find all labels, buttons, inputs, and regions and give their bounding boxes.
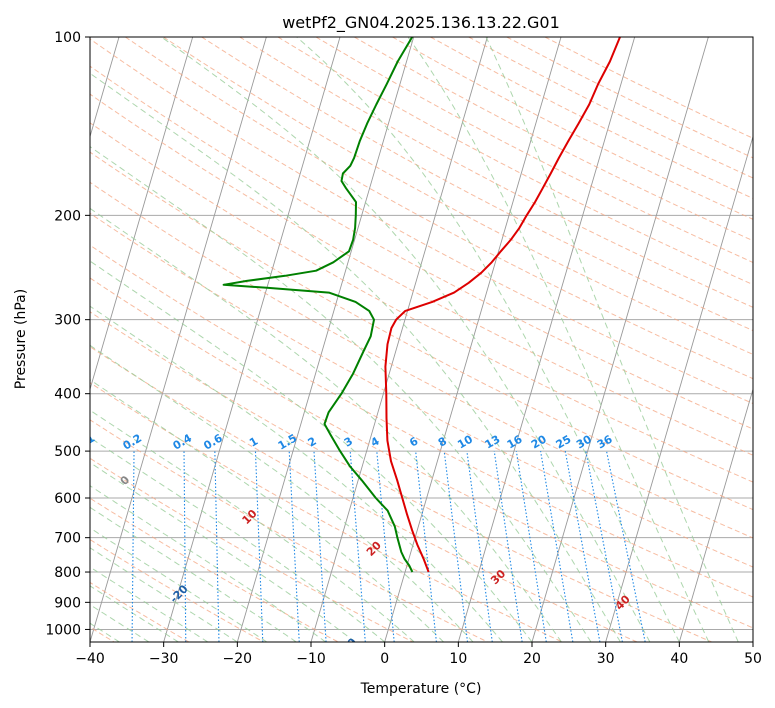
x-tick-label: −30 [149,651,179,667]
dry-adiabat-line [90,38,753,405]
moist-adiabat-line [90,462,356,642]
x-axis: −40 −30 −20 −10 0 10 20 30 40 50 [75,642,762,667]
x-tick-label: 30 [597,651,615,667]
dry-adiabat-line [163,37,753,355]
moist-adiabat-line [161,37,651,642]
y-tick-label: 800 [54,565,81,581]
isotherm-line [531,37,709,642]
mixing-ratio-line [288,451,300,642]
y-axis: 100 200 300 400 500 600 700 800 900 1000 [45,30,90,638]
mixing-ratio-line [415,451,437,642]
isotherm-line [90,37,194,391]
dry-adiabat-line [90,212,753,568]
x-tick-label: 10 [449,651,467,667]
x-tick-label: −20 [223,651,253,667]
mixing-ratio-line [466,451,493,642]
dry-adiabat-line [201,37,753,332]
isotherm-line [163,37,341,642]
mixing-ratio-line [540,451,574,642]
background-lines [90,37,753,642]
isotherm-line [457,37,636,642]
dry-adiabat-line [90,277,753,629]
mixing-ratio-line [515,451,547,642]
mixing-ratio-line [564,451,601,642]
temperature-profile-line [384,37,621,573]
moist-adiabat-line [296,37,680,642]
mixing-ratio-line [214,451,220,642]
y-tick-label: 600 [54,491,81,507]
plot-frame [89,36,754,643]
isotherm-line [236,37,415,642]
y-tick-label: 1000 [45,622,81,638]
moist-adiabat-line [485,37,739,642]
mixing-ratio-line [443,451,469,642]
mixing-ratio-label: 0.1 [74,432,97,453]
x-axis-label: Temperature (°C) [360,681,482,697]
x-tick-label: 40 [670,651,688,667]
dry-adiabat-line [90,581,190,642]
mixing-ratio-line [493,451,523,642]
x-tick-label: 20 [523,651,541,667]
moist-adiabat-line [90,260,533,642]
dry-adiabat-line [90,311,712,642]
moist-adiabat-line [90,379,444,642]
y-tick-label: 500 [54,444,81,460]
moist-adiabat-line [90,506,297,642]
y-tick-label: 200 [54,208,81,224]
y-tick-label: 900 [54,595,81,611]
mixing-ratio-line [254,451,264,642]
y-tick-label: 400 [54,387,81,403]
dry-adiabat-label: -10 [336,635,359,658]
moist-adiabat-line [90,305,503,642]
mixing-ratio-line [131,451,135,642]
mixing-ratio-line [585,450,623,642]
y-axis-label: Pressure (hPa) [13,289,29,389]
sounding-profiles [222,37,621,573]
x-tick-label: 0 [380,651,389,667]
moist-adiabat-line [90,409,415,642]
dry-adiabat-line [90,419,488,642]
chart-title: wetPf2_GN04.2025.136.13.22.G01 [282,13,560,33]
mixing-ratio-line [376,451,395,642]
moist-adiabat-line [407,37,710,642]
x-tick-label: −10 [296,651,326,667]
dry-adiabat-line [90,244,753,598]
y-tick-label: 300 [54,313,81,329]
dry-adiabat-line [90,346,638,642]
moist-adiabat-line [90,207,562,642]
mixing-ratio-line [606,450,646,642]
dry-adiabat-line [90,382,563,642]
mixing-ratio-line [349,451,366,642]
x-tick-label: −40 [75,651,105,667]
x-tick-label: 50 [744,651,762,667]
dry-adiabat-line [90,151,753,511]
isotherm-line [90,37,267,642]
y-tick-label: 700 [54,531,81,547]
isotherm-line [678,387,753,642]
mixing-ratio-line [313,451,327,642]
moist-adiabat-line [90,485,326,642]
moist-adiabat-line [90,72,621,642]
mixing-ratio-line [183,451,187,642]
isotherm-line [384,37,562,642]
dry-adiabat-line [90,538,264,642]
dry-adiabat-line [90,65,753,430]
y-tick-label: 100 [54,30,81,46]
dewpoint-profile-line [222,37,414,573]
moist-adiabat-line [90,344,474,642]
